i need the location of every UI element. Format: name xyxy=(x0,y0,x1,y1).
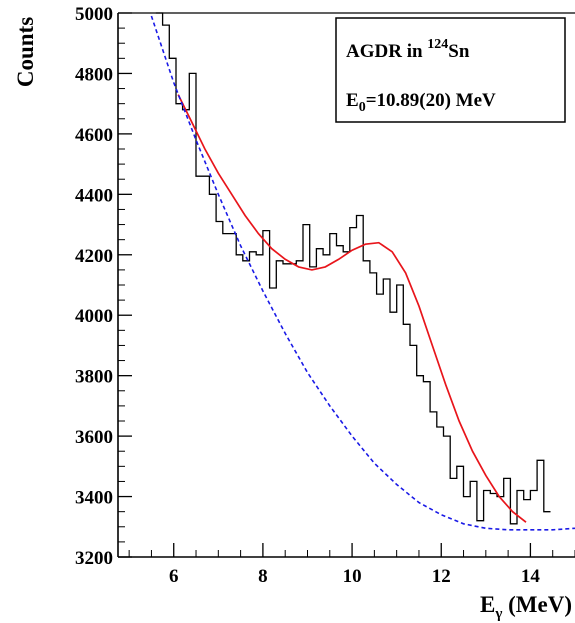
legend-line-2-prefix: E xyxy=(346,90,359,111)
legend-line-1-suffix: Sn xyxy=(448,41,470,62)
legend-box: AGDR in 124Sn E0=10.89(20) MeV xyxy=(335,17,566,123)
x-tick-label: 6 xyxy=(169,566,179,587)
legend-line-1-prefix: AGDR in xyxy=(346,41,427,62)
y-tick-label: 3800 xyxy=(75,367,113,388)
x-axis-label-unit: (MeV) xyxy=(502,592,572,617)
legend-line-1: AGDR in 124Sn xyxy=(346,37,470,62)
x-axis-label: Eγ (MeV) xyxy=(480,592,572,622)
x-axis-label-main: E xyxy=(480,592,495,617)
legend-line-2-suffix: =10.89(20) MeV xyxy=(366,90,496,111)
histogram-series xyxy=(155,12,551,525)
y-tick-label: 4000 xyxy=(75,306,113,327)
y-tick-label: 4200 xyxy=(75,246,113,267)
y-tick-label: 5000 xyxy=(75,4,113,25)
ticks-group: 6 8 10 12 14 3200 3400 3600 3800 4000 4200 4400 4600… xyxy=(75,4,575,587)
y-tick-label: 3600 xyxy=(75,427,113,448)
x-axis-label-subscript: γ xyxy=(494,606,502,622)
x-tick-label: 10 xyxy=(343,566,362,587)
legend-line-1-superscript: 124 xyxy=(427,37,448,52)
legend-line-2: E0=10.89(20) MeV xyxy=(346,90,496,115)
x-tick-label: 8 xyxy=(258,566,268,587)
background-curve-series xyxy=(150,15,575,531)
legend-line-2-subscript: 0 xyxy=(359,100,366,115)
y-tick-label: 3400 xyxy=(75,488,113,509)
series-group xyxy=(150,12,575,531)
fit-curve-series xyxy=(177,94,527,523)
legend-frame xyxy=(335,17,566,123)
y-tick-label: 4400 xyxy=(75,185,113,206)
y-tick-label: 4600 xyxy=(75,125,113,146)
y-tick-label: 3200 xyxy=(75,548,113,569)
y-tick-label: 4800 xyxy=(75,64,113,85)
x-tick-label: 14 xyxy=(521,566,541,587)
y-axis-label: Counts xyxy=(13,17,38,87)
x-tick-label: 12 xyxy=(432,566,451,587)
